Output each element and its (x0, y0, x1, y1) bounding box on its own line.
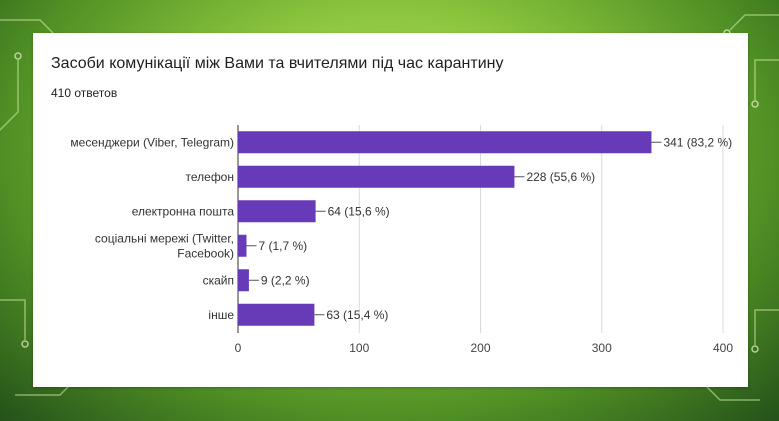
data-label: 7 (1,7 %) (258, 239, 307, 253)
bar (238, 131, 652, 154)
bar (238, 234, 247, 257)
category-label: месенджери (Viber, Telegram) (70, 135, 234, 149)
category-label: Facebook) (177, 246, 234, 260)
x-tick-label: 400 (713, 341, 733, 355)
x-tick-label: 0 (235, 341, 242, 355)
data-label: 64 (15,6 %) (328, 204, 390, 218)
response-count: 410 ответов (51, 86, 118, 100)
category-label: електронна пошта (132, 204, 235, 218)
chart-card: Засоби комунікації між Вами та вчителями… (33, 33, 748, 387)
x-tick-label: 300 (592, 341, 612, 355)
x-tick-label: 200 (470, 341, 490, 355)
chart-title: Засоби комунікації між Вами та вчителями… (51, 55, 504, 72)
bar (238, 200, 316, 223)
data-label: 63 (15,4 %) (326, 308, 388, 322)
category-label: інше (208, 308, 234, 322)
category-label: скайп (203, 273, 234, 287)
data-label: 341 (83,2 %) (663, 135, 732, 149)
bar-chart: 0 100 200 300 400 341 (83,2 %) месенджери (Vib… (70, 125, 733, 355)
data-label: 228 (55,6 %) (526, 170, 595, 184)
bar (238, 303, 315, 326)
x-tick-label: 100 (349, 341, 369, 355)
bar (238, 165, 515, 188)
bar (238, 269, 249, 292)
category-label: соціальні мережі (Twitter, (95, 231, 234, 245)
category-label: телефон (186, 170, 235, 184)
data-label: 9 (2,2 %) (261, 273, 310, 287)
